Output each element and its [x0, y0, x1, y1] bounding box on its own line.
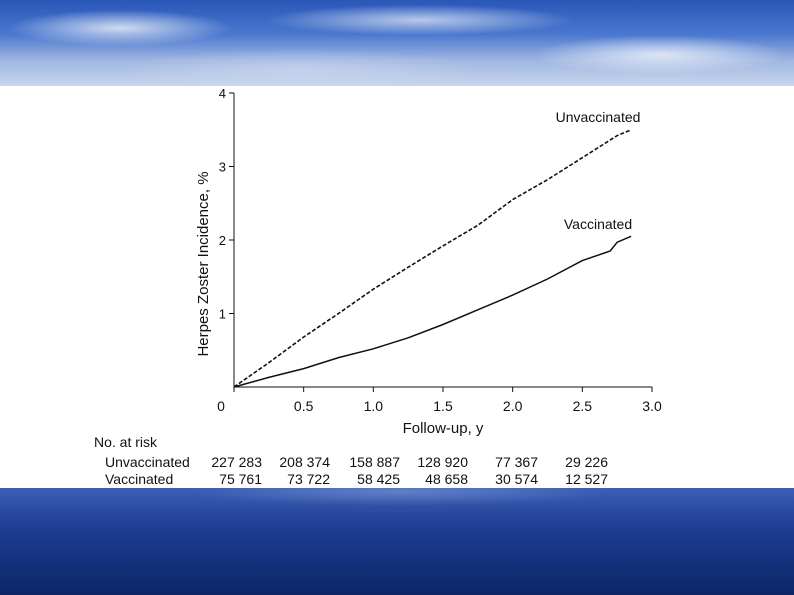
series-label-vaccinated: Vaccinated	[564, 216, 632, 232]
at-risk-row-label: Unvaccinated	[105, 454, 190, 470]
at-risk-row-label: Vaccinated	[105, 471, 173, 487]
sky-background	[0, 0, 794, 86]
series-line-unvaccinated	[233, 129, 632, 388]
at-risk-value: 208 374	[279, 454, 330, 470]
y-axis-label: Herpes Zoster Incidence, %	[195, 171, 212, 356]
x-tick-label: 2.0	[503, 398, 523, 414]
at-risk-value: 77 367	[495, 454, 538, 470]
at-risk-value: 73 722	[287, 471, 330, 487]
series-label-unvaccinated: Unvaccinated	[556, 109, 641, 125]
at-risk-value: 48 658	[425, 471, 468, 487]
at-risk-header: No. at risk	[94, 434, 158, 450]
x-axis-label: Follow-up, y	[403, 420, 484, 437]
at-risk-value: 227 283	[211, 454, 262, 470]
chart-panel: 0 0.5 1.0 1.5 2.0 2.5 3.0 1 2 3 4 Follow-up, y Herpe…	[0, 86, 794, 488]
incidence-chart: 0 0.5 1.0 1.5 2.0 2.5 3.0 1 2 3 4 Follow-up, y Herpe…	[94, 86, 662, 487]
x-tick-label: 0.5	[294, 398, 314, 414]
series-line-vaccinated	[233, 235, 632, 388]
at-risk-value: 58 425	[357, 471, 400, 487]
at-risk-value: 29 226	[565, 454, 608, 470]
y-tick-label: 2	[219, 233, 226, 248]
sea-background	[0, 488, 794, 595]
x-tick-label: 2.5	[573, 398, 593, 414]
at-risk-value: 30 574	[495, 471, 538, 487]
x-tick-label: 0	[217, 398, 225, 414]
at-risk-value: 12 527	[565, 471, 608, 487]
x-tick-label: 3.0	[642, 398, 662, 414]
y-tick-label: 1	[219, 307, 226, 322]
at-risk-value: 158 887	[349, 454, 400, 470]
x-tick-label: 1.5	[433, 398, 453, 414]
y-tick-label: 4	[219, 86, 226, 101]
at-risk-value: 128 920	[417, 454, 468, 470]
at-risk-value: 75 761	[219, 471, 262, 487]
x-tick-label: 1.0	[364, 398, 384, 414]
y-tick-label: 3	[219, 160, 226, 175]
